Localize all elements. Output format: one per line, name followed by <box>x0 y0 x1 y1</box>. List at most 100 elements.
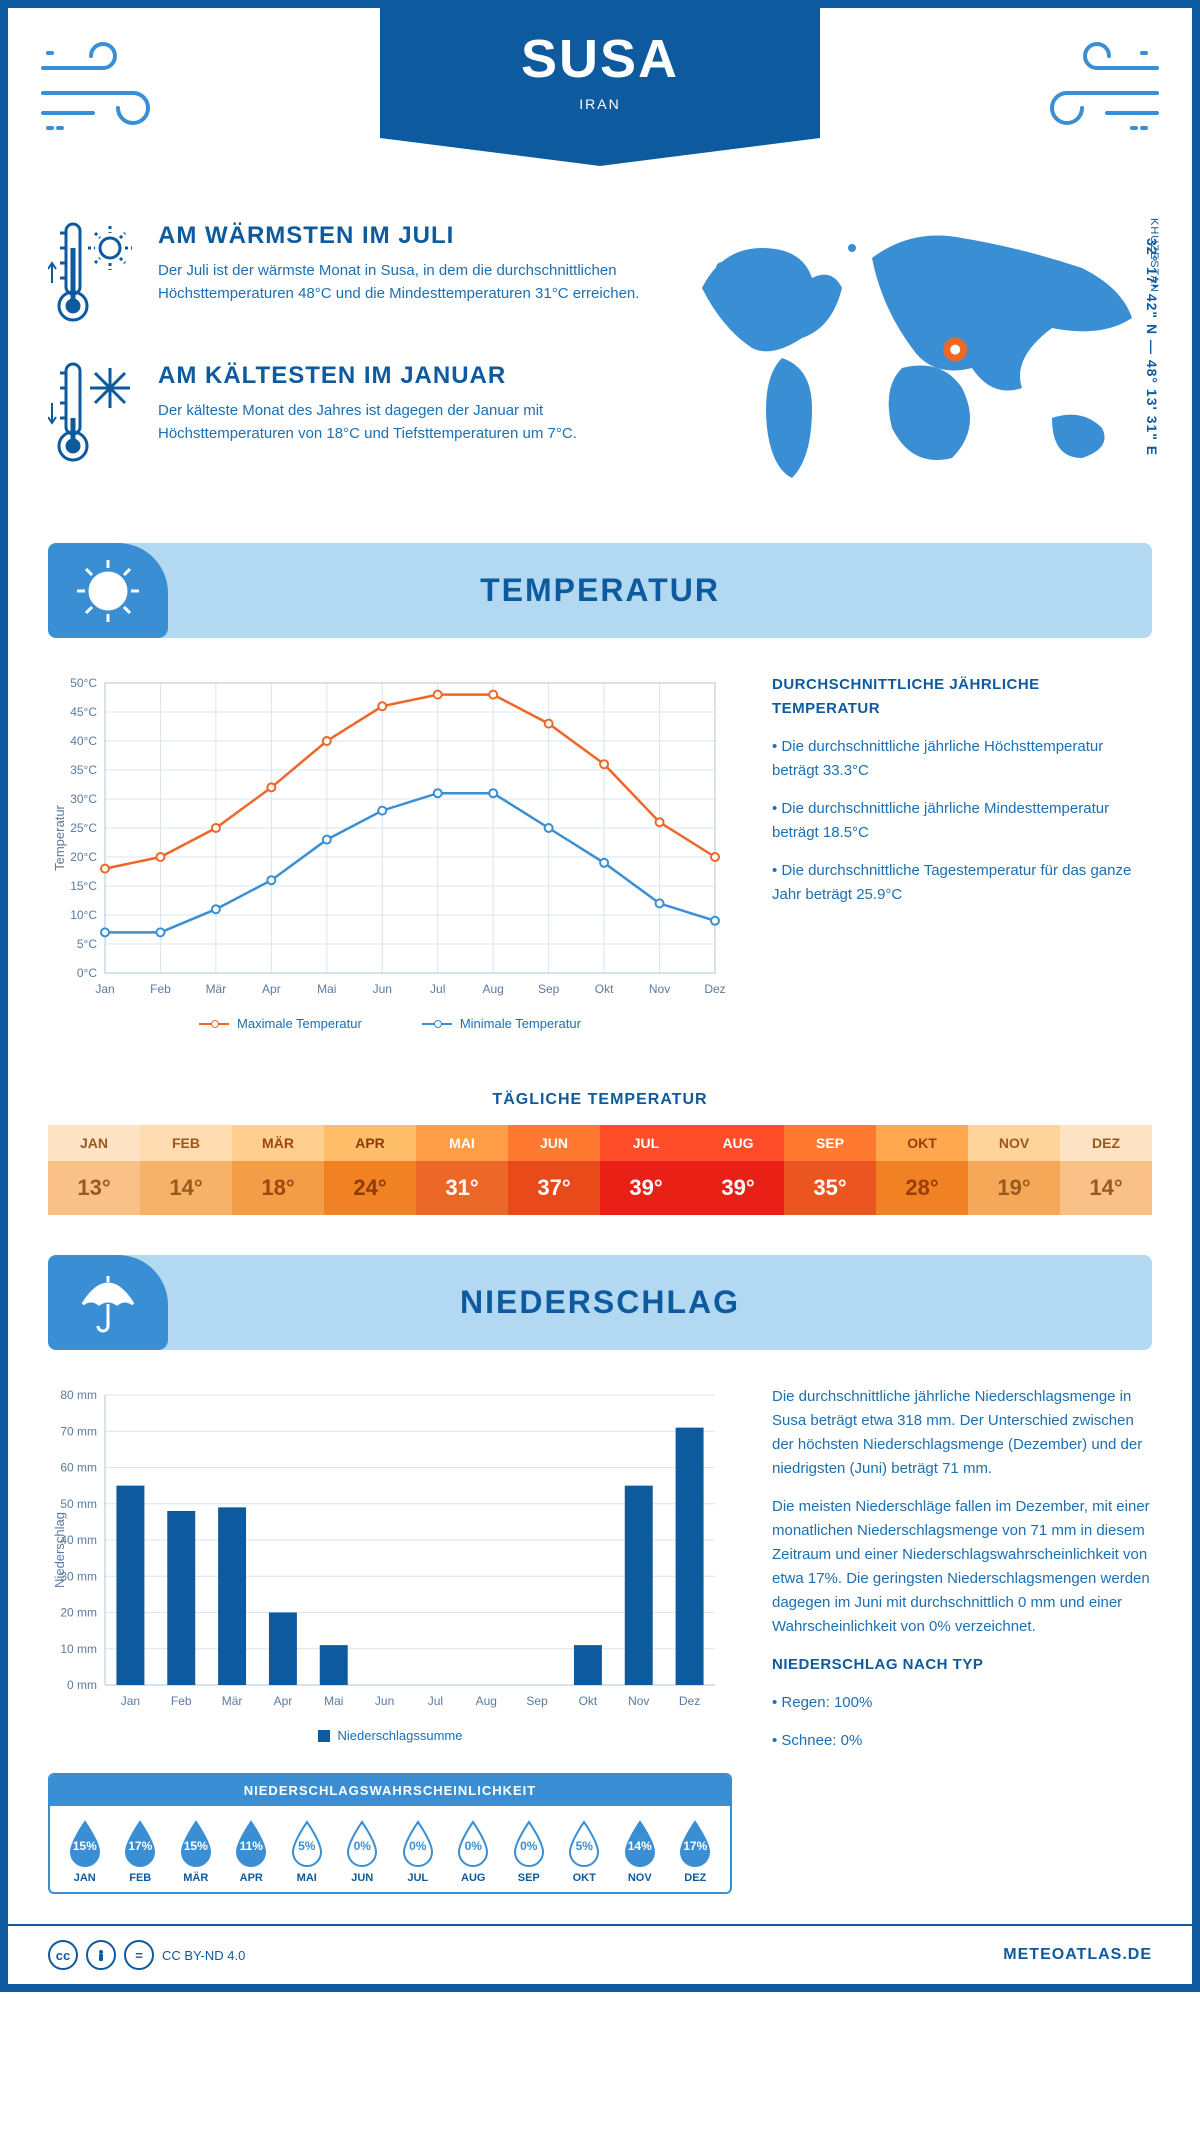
coldest-row: AM KÄLTESTEN IM JANUAR Der kälteste Mona… <box>48 358 652 468</box>
temperature-line-chart: 0°C5°C10°C15°C20°C25°C30°C35°C40°C45°C50… <box>48 673 732 1003</box>
precipitation-legend: Niederschlagssumme <box>48 1728 732 1743</box>
probability-box: NIEDERSCHLAGSWAHRSCHEINLICHKEIT 15% JAN … <box>48 1773 732 1894</box>
license-block: cc = CC BY-ND 4.0 <box>48 1940 245 1970</box>
coldest-title: AM KÄLTESTEN IM JANUAR <box>158 362 652 390</box>
daily-temp-cell: FEB14° <box>140 1125 232 1215</box>
svg-text:25°C: 25°C <box>70 821 97 835</box>
raindrop-icon: 14% <box>621 1820 659 1868</box>
legend-max: Maximale Temperatur <box>199 1016 362 1031</box>
coords-label: 32° 17' 42" N — 48° 13' 31" E <box>1144 238 1160 456</box>
legend-min-label: Minimale Temperatur <box>460 1016 581 1031</box>
legend-min: Minimale Temperatur <box>422 1016 581 1031</box>
precipitation-title: NIEDERSCHLAG <box>168 1284 1152 1321</box>
precip-para-2: Die meisten Niederschläge fallen im Deze… <box>772 1495 1152 1639</box>
svg-text:10 mm: 10 mm <box>60 1642 97 1656</box>
warmest-title: AM WÄRMSTEN IM JULI <box>158 222 652 250</box>
intro-left: AM WÄRMSTEN IM JULI Der Juli ist der wär… <box>48 218 652 503</box>
svg-text:Jul: Jul <box>428 1694 443 1708</box>
daily-temp-cell: MAI31° <box>416 1125 508 1215</box>
svg-text:60 mm: 60 mm <box>60 1461 97 1475</box>
probability-cell: 5% MAI <box>280 1820 334 1884</box>
daily-temp-cell: APR24° <box>324 1125 416 1215</box>
svg-text:Mai: Mai <box>324 1694 343 1708</box>
svg-text:Feb: Feb <box>150 982 171 996</box>
svg-text:Feb: Feb <box>171 1694 192 1708</box>
temperature-banner: TEMPERATUR <box>48 543 1152 638</box>
svg-text:30°C: 30°C <box>70 792 97 806</box>
precip-type-title: NIEDERSCHLAG NACH TYP <box>772 1653 1152 1677</box>
temp-bullet-2: • Die durchschnittliche Tagestemperatur … <box>772 859 1152 907</box>
probability-row: 15% JAN 17% FEB 15% MÄR 11% APR 5% MAI <box>50 1806 730 1892</box>
thermometer-snow-icon <box>48 358 138 468</box>
daily-temp-cell: DEZ14° <box>1060 1125 1152 1215</box>
footer: cc = CC BY-ND 4.0 METEOATLAS.DE <box>8 1924 1192 1984</box>
precip-type-rain: • Regen: 100% <box>772 1691 1152 1715</box>
country-label: IRAN <box>380 96 820 112</box>
raindrop-icon: 5% <box>565 1820 603 1868</box>
temp-bullet-0: • Die durchschnittliche jährliche Höchst… <box>772 735 1152 783</box>
sun-icon <box>48 543 168 638</box>
probability-cell: 0% AUG <box>447 1820 501 1884</box>
raindrop-icon: 15% <box>66 1820 104 1868</box>
svg-text:Nov: Nov <box>628 1694 649 1708</box>
intro-right: KHUZESTAN 32° 17' 42" N — 48° 13' 31" E <box>672 218 1152 503</box>
svg-text:20 mm: 20 mm <box>60 1606 97 1620</box>
probability-cell: 11% APR <box>225 1820 279 1884</box>
raindrop-icon: 0% <box>510 1820 548 1868</box>
svg-text:50 mm: 50 mm <box>60 1497 97 1511</box>
svg-text:35°C: 35°C <box>70 763 97 777</box>
raindrop-icon: 0% <box>399 1820 437 1868</box>
precipitation-banner: NIEDERSCHLAG <box>48 1255 1152 1350</box>
warmest-text: AM WÄRMSTEN IM JULI Der Juli ist der wär… <box>158 218 652 305</box>
legend-precip: Niederschlagssumme <box>318 1728 463 1743</box>
intro-section: AM WÄRMSTEN IM JULI Der Juli ist der wär… <box>8 188 1192 543</box>
svg-text:Mai: Mai <box>317 982 336 996</box>
precipitation-chart-col: 0 mm10 mm20 mm30 mm40 mm50 mm60 mm70 mm8… <box>48 1385 732 1894</box>
svg-text:Mär: Mär <box>206 982 227 996</box>
legend-precip-label: Niederschlagssumme <box>338 1728 463 1743</box>
probability-cell: 15% JAN <box>58 1820 112 1884</box>
wind-icon-right <box>1022 38 1162 138</box>
temperature-content: 0°C5°C10°C15°C20°C25°C30°C35°C40°C45°C50… <box>8 663 1192 1061</box>
raindrop-icon: 17% <box>121 1820 159 1868</box>
svg-text:10°C: 10°C <box>70 908 97 922</box>
daily-temp-cell: JUL39° <box>600 1125 692 1215</box>
temperature-summary: DURCHSCHNITTLICHE JÄHRLICHE TEMPERATUR •… <box>772 673 1152 1031</box>
daily-temp-cell: JAN13° <box>48 1125 140 1215</box>
brand-label: METEOATLAS.DE <box>1003 1946 1152 1964</box>
precipitation-summary: Die durchschnittliche jährliche Niedersc… <box>772 1385 1152 1894</box>
precipitation-bar-chart: 0 mm10 mm20 mm30 mm40 mm50 mm60 mm70 mm8… <box>48 1385 732 1715</box>
precip-type-snow: • Schnee: 0% <box>772 1729 1152 1753</box>
probability-cell: 0% SEP <box>502 1820 556 1884</box>
svg-text:Jun: Jun <box>373 982 392 996</box>
svg-text:Aug: Aug <box>476 1694 497 1708</box>
svg-text:Sep: Sep <box>538 982 560 996</box>
probability-cell: 17% FEB <box>114 1820 168 1884</box>
svg-text:Okt: Okt <box>595 982 614 996</box>
probability-cell: 5% OKT <box>558 1820 612 1884</box>
raindrop-icon: 0% <box>454 1820 492 1868</box>
svg-text:Temperatur: Temperatur <box>52 804 67 870</box>
daily-temp-cell: AUG39° <box>692 1125 784 1215</box>
daily-temp-cell: MÄR18° <box>232 1125 324 1215</box>
svg-text:70 mm: 70 mm <box>60 1424 97 1438</box>
raindrop-icon: 15% <box>177 1820 215 1868</box>
daily-temp-cell: JUN37° <box>508 1125 600 1215</box>
daily-temp-cell: NOV19° <box>968 1125 1060 1215</box>
legend-max-label: Maximale Temperatur <box>237 1016 362 1031</box>
umbrella-icon <box>48 1255 168 1350</box>
probability-cell: 15% MÄR <box>169 1820 223 1884</box>
city-title: SUSA <box>380 28 820 90</box>
temperature-title: TEMPERATUR <box>168 572 1152 609</box>
temp-bullet-1: • Die durchschnittliche jährliche Mindes… <box>772 797 1152 845</box>
cc-icon: cc <box>48 1940 78 1970</box>
coldest-text: AM KÄLTESTEN IM JANUAR Der kälteste Mona… <box>158 358 652 445</box>
daily-temp-grid: JAN13°FEB14°MÄR18°APR24°MAI31°JUN37°JUL3… <box>48 1125 1152 1215</box>
header: SUSA IRAN <box>8 8 1192 188</box>
svg-text:Nov: Nov <box>649 982 670 996</box>
license-text: CC BY-ND 4.0 <box>162 1948 245 1963</box>
world-map <box>672 218 1152 498</box>
svg-text:0 mm: 0 mm <box>67 1678 97 1692</box>
probability-cell: 14% NOV <box>613 1820 667 1884</box>
by-icon <box>86 1940 116 1970</box>
